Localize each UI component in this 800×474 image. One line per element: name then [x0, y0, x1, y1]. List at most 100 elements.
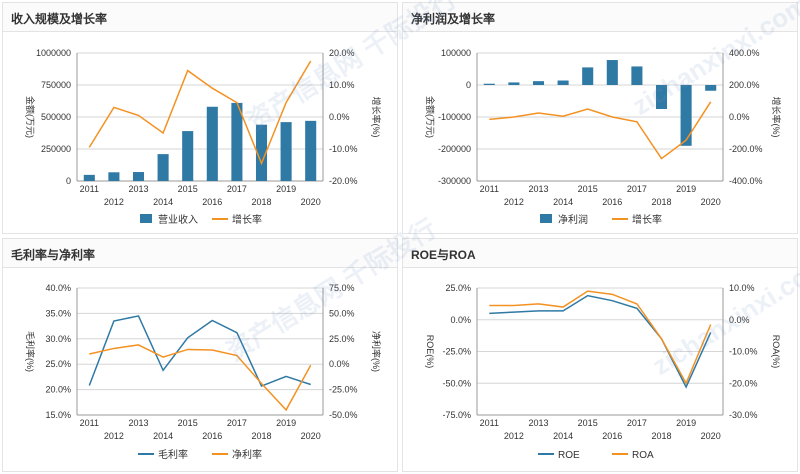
x-tick-label: 2014 — [153, 197, 173, 207]
right-tick-label: -20.0% — [329, 176, 358, 186]
legend-label: ROE — [558, 450, 580, 461]
right-tick-label: 25.0% — [329, 334, 355, 344]
x-tick-label: 2014 — [553, 431, 573, 441]
left-tick-label: 35.0% — [45, 308, 71, 318]
legend-swatch — [540, 214, 552, 223]
bar — [280, 122, 292, 181]
bar — [557, 80, 569, 85]
left-tick-label: -75.0% — [442, 410, 471, 420]
bar — [655, 85, 668, 109]
left-tick-label: -100000 — [438, 112, 471, 122]
x-tick-label: 2018 — [251, 197, 271, 207]
left-tick-label: 40.0% — [45, 283, 71, 293]
left-tick-label: 750000 — [41, 80, 71, 90]
right-axis-title: 净利率(%) — [371, 331, 382, 372]
x-tick-label: 2012 — [104, 197, 124, 207]
x-tick-label: 2015 — [578, 184, 598, 194]
bar — [182, 131, 194, 181]
bar — [108, 172, 120, 181]
chart-roe-roa: -75.0% -50.0% -25.0% 0.0% 25.0% -30.0% -20.0% -… — [425, 283, 781, 461]
right-tick-label: 0.0% — [729, 112, 750, 122]
left-series-line — [88, 315, 311, 388]
left-tick-label: 1000000 — [36, 48, 71, 58]
right-tick-label: 75.0% — [329, 283, 355, 293]
right-tick-label: -50.0% — [329, 410, 358, 420]
bar — [508, 82, 520, 85]
right-tick-label: -25.0% — [329, 385, 358, 395]
x-tick-label: 2015 — [578, 418, 598, 428]
legend-label: 毛利率 — [158, 448, 188, 461]
left-tick-label: 25.0% — [445, 283, 471, 293]
right-tick-label: 20.0% — [329, 48, 355, 58]
left-axis-title: 毛利率(%) — [25, 331, 36, 372]
bar — [631, 66, 643, 85]
left-tick-label: 250000 — [41, 144, 71, 154]
right-series-line — [89, 344, 312, 412]
x-tick-label: 2020 — [301, 197, 321, 207]
right-tick-label: 0.0% — [329, 112, 350, 122]
x-tick-label: 2013 — [528, 184, 548, 194]
x-tick-label: 2013 — [528, 418, 548, 428]
panel-header: 净利润及增长率 — [403, 3, 797, 32]
left-tick-label: 30.0% — [45, 334, 71, 344]
panel-header: 收入规模及增长率 — [3, 3, 397, 32]
legend-label: 净利率 — [232, 448, 262, 461]
panel-revenue: 收入规模及增长率 0 250000 500000 750000 1000000 -20.0… — [2, 2, 398, 234]
x-tick-label: 2016 — [602, 197, 622, 207]
bar — [83, 174, 95, 181]
x-tick-label: 2018 — [651, 197, 671, 207]
x-tick-label: 2019 — [676, 184, 696, 194]
right-tick-label: 0.0% — [329, 359, 350, 369]
x-tick-label: 2011 — [480, 418, 499, 428]
x-tick-label: 2018 — [251, 431, 271, 441]
bar — [231, 102, 243, 181]
x-tick-label: 2020 — [301, 431, 321, 441]
legend-label: 净利润 — [558, 213, 588, 226]
chart-revenue: 0 250000 500000 750000 1000000 -20.0% -10.0% 0.… — [25, 48, 382, 226]
x-tick-label: 2017 — [227, 184, 247, 194]
right-tick-label: 0.0% — [729, 315, 750, 325]
chart-margins: 15.0% 20.0% 25.0% 30.0% 35.0% 40.0% -50.0% -25.… — [25, 283, 382, 461]
legend-label: 增长率 — [232, 213, 262, 226]
right-tick-label: -400.0% — [729, 176, 763, 186]
left-tick-label: 20.0% — [45, 385, 71, 395]
bar — [255, 124, 268, 181]
left-tick-label: 0 — [466, 80, 471, 90]
x-tick-label: 2011 — [80, 418, 99, 428]
bar — [680, 85, 692, 146]
bar — [206, 106, 218, 181]
right-tick-label: -30.0% — [729, 410, 758, 420]
x-tick-label: 2017 — [227, 418, 247, 428]
right-axis-title: ROA(%) — [771, 335, 781, 369]
right-tick-label: 10.0% — [329, 80, 355, 90]
x-tick-label: 2014 — [553, 197, 573, 207]
x-tick-label: 2014 — [153, 431, 173, 441]
left-tick-label: -200000 — [438, 144, 471, 154]
right-tick-label: -10.0% — [729, 347, 758, 357]
x-tick-label: 2011 — [80, 184, 99, 194]
bar — [305, 120, 317, 181]
panel-netprofit: 净利润及增长率 -300000 -200000 -100000 0 100000 -400… — [402, 2, 798, 234]
x-tick-label: 2011 — [480, 184, 499, 194]
right-axis-title: 增长率(%) — [371, 97, 382, 138]
bar — [606, 60, 618, 85]
left-axis-title: 金额(万元) — [25, 96, 36, 138]
right-tick-label: 400.0% — [729, 48, 760, 58]
x-tick-label: 2012 — [504, 431, 524, 441]
panel-roe-roa: ROE与ROA -75.0% -50.0% -25.0% 0.0% 25.0% -30.0… — [402, 238, 798, 472]
x-tick-label: 2019 — [276, 418, 296, 428]
x-tick-label: 2017 — [627, 418, 647, 428]
panel-title: 净利润及增长率 — [411, 12, 496, 26]
right-tick-label: 200.0% — [729, 80, 760, 90]
left-series-line — [489, 294, 712, 389]
panel-title: ROE与ROA — [411, 248, 476, 262]
left-tick-label: 0.0% — [450, 315, 471, 325]
x-tick-label: 2016 — [202, 431, 222, 441]
panel-title: 收入规模及增长率 — [11, 12, 108, 26]
x-tick-label: 2012 — [504, 197, 524, 207]
right-tick-label: -10.0% — [329, 144, 358, 154]
left-axis-title: ROE(%) — [425, 335, 435, 369]
x-tick-label: 2020 — [701, 431, 721, 441]
x-tick-label: 2016 — [202, 197, 222, 207]
right-tick-label: 50.0% — [329, 308, 355, 318]
